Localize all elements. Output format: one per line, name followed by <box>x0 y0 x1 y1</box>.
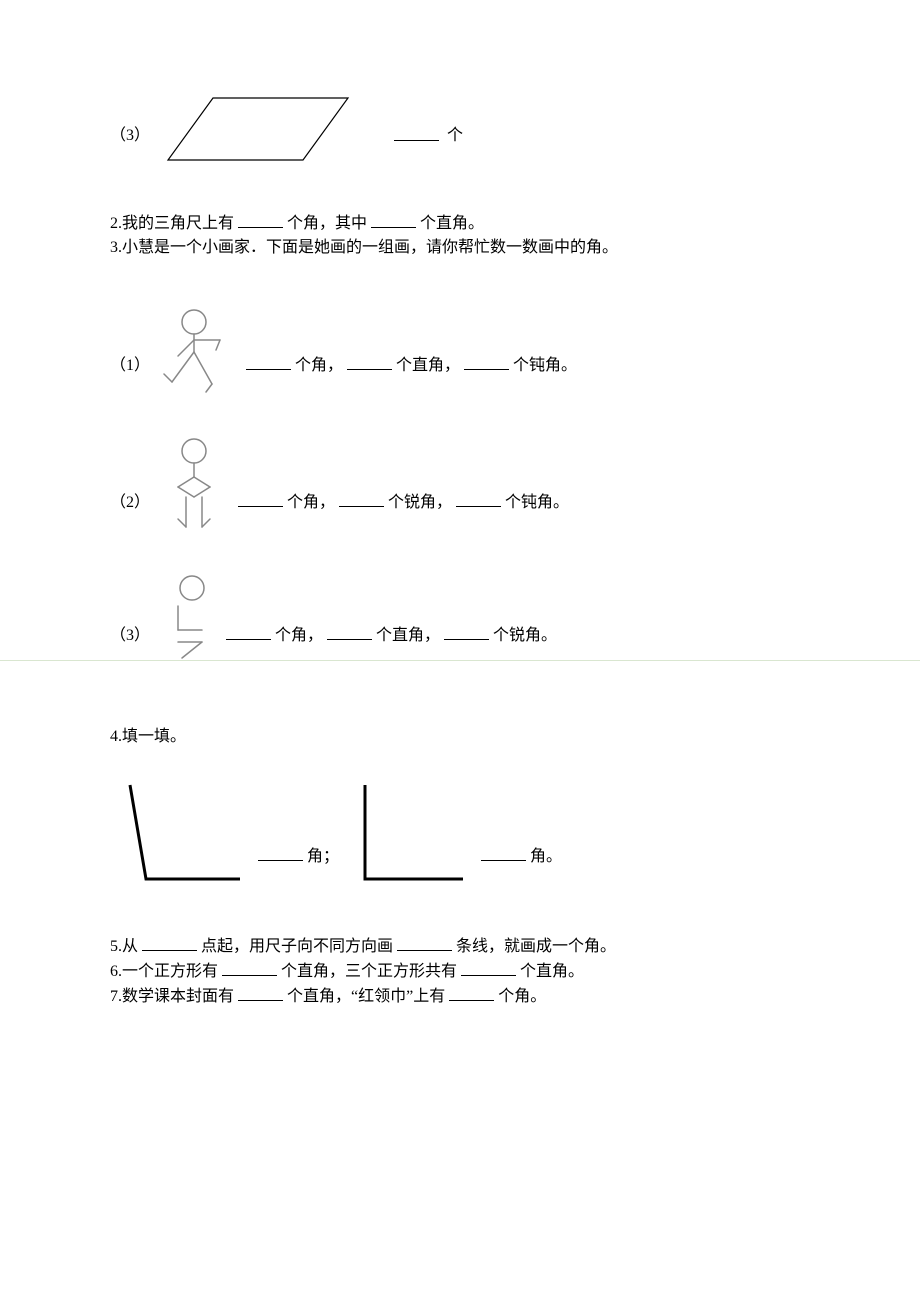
q4-title: 4.填一填。 <box>110 725 810 749</box>
q3-3-answers: 个角， 个直角， 个锐角。 <box>226 621 557 669</box>
q3-intro: 3.小慧是一个小画家．下面是她画的一组画，请你帮忙数一数画中的角。 <box>110 236 810 260</box>
q2-blank1[interactable] <box>238 211 283 228</box>
q6-c: 个直角。 <box>520 963 584 980</box>
q3-3-figure <box>158 572 218 669</box>
q6-blank1[interactable] <box>222 959 277 976</box>
q3-2-blank2[interactable] <box>339 490 384 507</box>
q1-3-row: （3） 个 <box>110 90 810 175</box>
q3-1-blank2[interactable] <box>347 353 392 370</box>
q4-a-answer: 角； <box>258 842 339 894</box>
q3-1-t1: 个角， <box>295 357 343 374</box>
q3-2-prefix: （2） <box>110 488 150 538</box>
q7-c: 个角。 <box>498 988 546 1005</box>
q2-blank2[interactable] <box>371 211 416 228</box>
q3-3-blank2[interactable] <box>327 623 372 640</box>
q6-b: 个直角，三个正方形共有 <box>281 963 457 980</box>
q4-blank-b[interactable] <box>481 844 526 861</box>
q5-line: 5.从 点起，用尺子向不同方向画 条线，就画成一个角。 <box>110 934 810 959</box>
q4-angle-a <box>110 779 250 894</box>
q5-blank1[interactable] <box>142 934 197 951</box>
q3-2-blank3[interactable] <box>456 490 501 507</box>
q4-label-b: 角。 <box>530 848 562 865</box>
q3-3-t1: 个角， <box>275 627 323 644</box>
q5-a: 5.从 <box>110 938 138 955</box>
q5-c: 条线，就画成一个角。 <box>456 938 616 955</box>
q3-2-blank1[interactable] <box>238 490 283 507</box>
q7-blank2[interactable] <box>449 984 494 1001</box>
q3-3-t2: 个直角， <box>376 627 440 644</box>
q6-a: 6.一个正方形有 <box>110 963 218 980</box>
q3-3-t3: 个锐角。 <box>493 627 557 644</box>
q3-1-t3: 个钝角。 <box>513 357 577 374</box>
parallelogram-figure <box>158 90 358 175</box>
q3-2-answers: 个角， 个锐角， 个钝角。 <box>238 488 569 538</box>
q2-a: 2.我的三角尺上有 <box>110 215 234 232</box>
q7-blank1[interactable] <box>238 984 283 1001</box>
q2-b: 个角，其中 <box>287 215 367 232</box>
q3-3-prefix: （3） <box>110 621 150 669</box>
q1-3-suffix: 个 <box>447 121 463 145</box>
q3-1-prefix: （1） <box>110 351 150 405</box>
q3-2-row: （2） 个角， 个锐角， 个钝角。 <box>110 435 810 538</box>
q3-2-t2: 个锐角， <box>388 494 452 511</box>
q6-blank2[interactable] <box>461 959 516 976</box>
q1-3-blank[interactable] <box>394 124 439 141</box>
q3-1-t2: 个直角， <box>396 357 460 374</box>
worksheet-page: （3） 个 2.我的三角尺上有 个角，其中 个直角。 3.小慧是一个小画家．下面… <box>0 0 920 1209</box>
q3-1-answers: 个角， 个直角， 个钝角。 <box>246 351 577 405</box>
q2-line: 2.我的三角尺上有 个角，其中 个直角。 <box>110 211 810 236</box>
q3-2-t1: 个角， <box>287 494 335 511</box>
q5-blank2[interactable] <box>397 934 452 951</box>
q4-b-answer: 角。 <box>481 842 562 894</box>
q6-line: 6.一个正方形有 个直角，三个正方形共有 个直角。 <box>110 959 810 984</box>
q3-1-figure <box>158 304 238 405</box>
q7-a: 7.数学课本封面有 <box>110 988 234 1005</box>
q3-2-t3: 个钝角。 <box>505 494 569 511</box>
q2-c: 个直角。 <box>420 215 484 232</box>
q4-row: 角； 角。 <box>110 779 810 894</box>
q4-blank-a[interactable] <box>258 844 303 861</box>
q3-1-blank3[interactable] <box>464 353 509 370</box>
q7-b: 个直角，“红领巾”上有 <box>287 988 445 1005</box>
q3-2-figure <box>158 435 230 538</box>
q7-line: 7.数学课本封面有 个直角，“红领巾”上有 个角。 <box>110 984 810 1009</box>
q3-1-blank1[interactable] <box>246 353 291 370</box>
q4-angle-b <box>353 779 473 894</box>
q4-label-a: 角； <box>307 848 339 865</box>
q3-3-blank1[interactable] <box>226 623 271 640</box>
q3-3-row: （3） 个角， 个直角， 个锐角。 <box>110 572 810 669</box>
q3-1-row: （1） 个角， 个直角， 个钝角。 <box>110 304 810 405</box>
q1-3-prefix: （3） <box>110 121 150 145</box>
q5-b: 点起，用尺子向不同方向画 <box>201 938 393 955</box>
q3-3-blank3[interactable] <box>444 623 489 640</box>
